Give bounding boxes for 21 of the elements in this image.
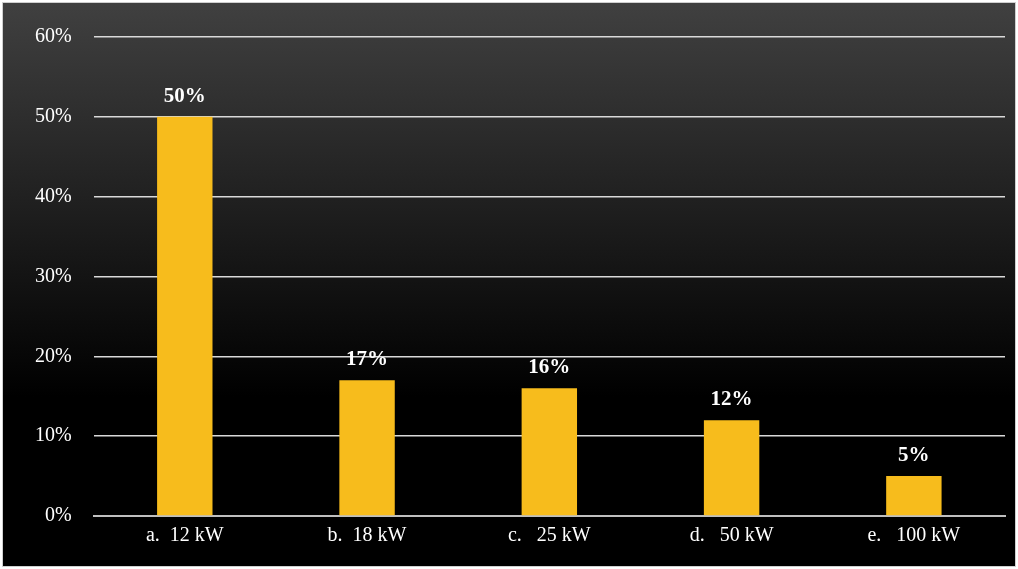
y-tick-label: 60% bbox=[34, 24, 72, 47]
x-tick-label: e. 100 kW bbox=[867, 523, 961, 546]
bar bbox=[886, 476, 942, 516]
data-label: 12% bbox=[710, 386, 753, 411]
y-tick-label: 10% bbox=[34, 423, 72, 446]
data-label: 16% bbox=[528, 354, 571, 379]
data-label: 50% bbox=[163, 82, 206, 107]
x-tick-label: a. 12 kW bbox=[145, 523, 224, 546]
y-tick-label: 20% bbox=[34, 343, 72, 366]
x-tick-label: c. 25 kW bbox=[507, 523, 591, 546]
x-tick-label: d. 50 kW bbox=[689, 523, 774, 546]
y-tick-label: 30% bbox=[34, 263, 72, 286]
y-tick-label: 40% bbox=[34, 183, 72, 206]
x-tick-label: b. 18 kW bbox=[327, 523, 407, 546]
y-tick-label: 50% bbox=[34, 104, 72, 127]
data-label: 5% bbox=[898, 442, 930, 467]
bar bbox=[157, 116, 213, 516]
y-tick-label: 0% bbox=[44, 503, 72, 526]
bar bbox=[521, 388, 578, 516]
bar bbox=[339, 380, 395, 516]
bar bbox=[703, 420, 760, 516]
